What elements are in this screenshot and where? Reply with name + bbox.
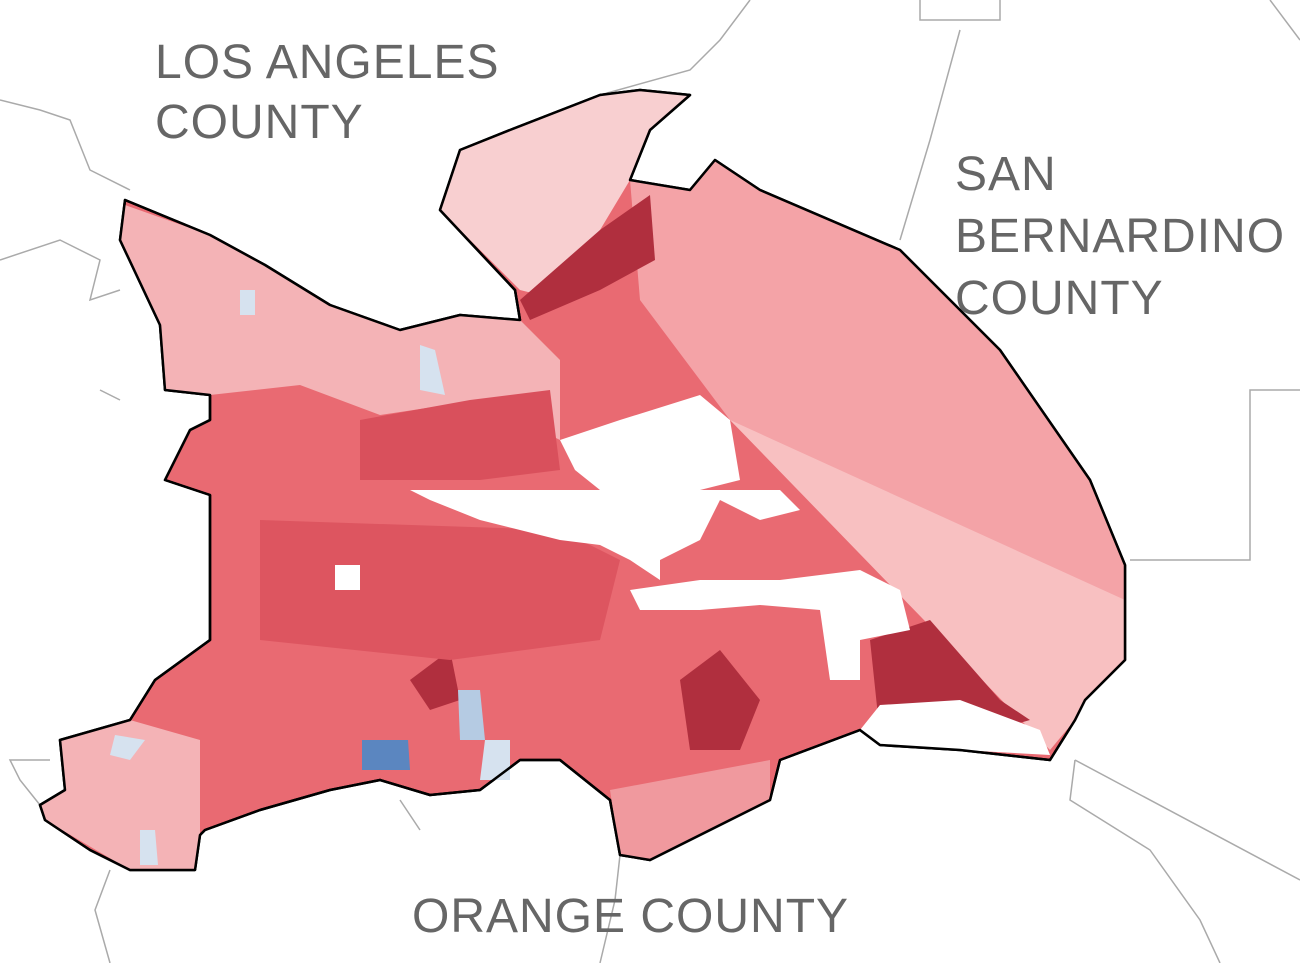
county-label: COUNTY <box>955 272 1164 325</box>
county-label: LOS ANGELES <box>155 36 500 89</box>
region <box>38 88 1127 872</box>
county-label: BERNARDINO <box>955 210 1285 263</box>
county-label: SAN <box>955 148 1057 201</box>
labels: LOS ANGELES COUNTY SAN BERNARDINO COUNTY… <box>155 36 1285 943</box>
county-label: COUNTY <box>155 96 364 149</box>
county-label: ORANGE COUNTY <box>412 890 849 943</box>
